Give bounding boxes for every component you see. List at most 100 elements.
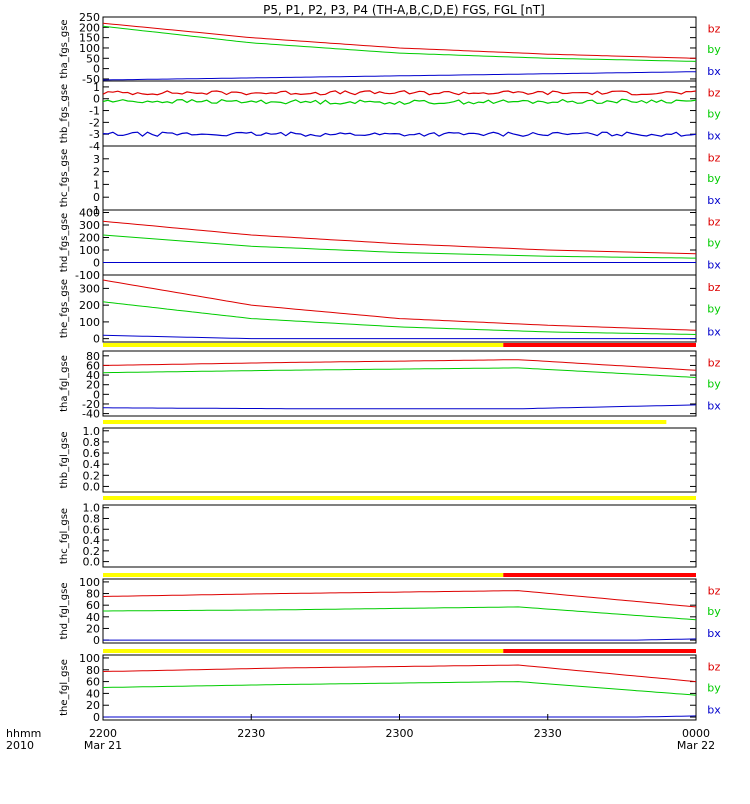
- y-tick-label: 0: [93, 63, 100, 76]
- legend-bz: bz: [708, 23, 721, 36]
- x-tick-label: 0000: [682, 727, 710, 740]
- legend-by: by: [707, 43, 721, 56]
- legend-bz: bz: [708, 281, 721, 294]
- series-group: [103, 359, 696, 410]
- status-bar-yellow: [103, 573, 504, 577]
- panel-frame: [102, 427, 697, 493]
- y-tick-label: 0.6: [83, 523, 101, 536]
- y-tick-label: 40: [86, 687, 100, 700]
- y-tick-label: 80: [86, 350, 100, 363]
- series-line-bz: [103, 90, 696, 96]
- y-tick-label: 150: [79, 32, 100, 45]
- y-tick-label: 20: [86, 379, 100, 392]
- y-tick-label: 0: [93, 634, 100, 647]
- series-line-by: [103, 367, 696, 378]
- series-line-bx: [103, 131, 696, 137]
- series-line-bz: [103, 664, 696, 683]
- y-tick-label: -1: [89, 204, 100, 217]
- legend-bx: bx: [707, 627, 721, 640]
- y-tick-label: 20: [86, 622, 100, 635]
- series-line-bx: [103, 71, 696, 81]
- y-tick-label: 0: [93, 333, 100, 346]
- panel-frame: [102, 504, 697, 568]
- legend-bx: bx: [707, 130, 721, 143]
- legend-by: by: [707, 108, 721, 121]
- y-axis-label: thb_fgs_gse: [59, 84, 70, 143]
- panel-frame: [102, 350, 697, 417]
- y-tick-label: 20: [86, 699, 100, 712]
- y-tick-label: 3: [93, 153, 100, 166]
- y-axis-label: thb_fgl_gse: [59, 432, 70, 489]
- series-line-by: [103, 98, 696, 105]
- y-tick-label: 50: [86, 52, 100, 65]
- series-line-bx: [103, 638, 696, 641]
- panel-frame: [102, 145, 697, 211]
- panel-frame: [102, 16, 697, 82]
- x-tick-label: 2330: [534, 727, 562, 740]
- legend-bz: bz: [708, 661, 721, 674]
- x-axis-stamp-label: hhmm: [6, 727, 41, 740]
- x-tick-sublabel: Mar 21: [84, 739, 122, 752]
- plot-title: P5, P1, P2, P3, P4 (TH-A,B,C,D,E) FGS, F…: [263, 3, 545, 17]
- y-tick-label: 0: [93, 711, 100, 724]
- status-bar-yellow: [103, 496, 696, 500]
- series-line-by: [103, 301, 696, 335]
- y-tick-label: -20: [82, 398, 100, 411]
- y-tick-label: 60: [86, 676, 100, 689]
- y-tick-label: 0: [93, 93, 100, 106]
- y-tick-label: 0.4: [83, 534, 101, 547]
- y-tick-label: -50: [82, 73, 100, 86]
- series-group: [103, 590, 696, 641]
- y-tick-label: 0.2: [83, 545, 101, 558]
- series-line-by: [103, 25, 696, 62]
- panel-frame: [102, 654, 697, 721]
- panel-frame: [102, 274, 697, 343]
- x-tick-sublabel: Mar 22: [677, 739, 715, 752]
- series-group: [103, 664, 696, 718]
- series-line-bz: [103, 590, 696, 608]
- y-tick-label: 100: [79, 42, 100, 55]
- y-tick-label: 1: [93, 178, 100, 191]
- y-tick-label: 250: [79, 11, 100, 24]
- x-tick-label: 2300: [386, 727, 414, 740]
- legend-by: by: [707, 605, 721, 618]
- y-tick-label: 0.2: [83, 469, 101, 482]
- y-tick-label: 0: [93, 257, 100, 270]
- y-axis-label: the_fgl_gse: [59, 659, 70, 716]
- y-tick-label: 200: [79, 21, 100, 34]
- panel-thc_fgl_gse: 1.00.80.60.40.20.0 thc_fgl_gse: [59, 502, 697, 577]
- legend-bx: bx: [707, 259, 721, 272]
- y-tick-label: -2: [89, 116, 100, 129]
- y-tick-label: 200: [79, 299, 100, 312]
- y-tick-label: 200: [79, 232, 100, 245]
- legend-by: by: [707, 172, 721, 185]
- y-tick-label: 100: [79, 244, 100, 257]
- y-tick-label: -100: [75, 269, 100, 282]
- legend-by: by: [707, 378, 721, 391]
- status-bar-red: [503, 649, 696, 653]
- series-line-by: [103, 234, 696, 259]
- legend-bx: bx: [707, 400, 721, 413]
- y-tick-label: 1: [93, 81, 100, 94]
- legend-bz: bz: [708, 357, 721, 370]
- status-bar-yellow: [103, 649, 504, 653]
- legend-bz: bz: [708, 585, 721, 598]
- series-line-bx: [103, 334, 696, 340]
- y-tick-label: 0.4: [83, 458, 101, 471]
- y-tick-label: -3: [89, 128, 100, 141]
- status-bar-yellow: [103, 343, 504, 347]
- panel-thb_fgl_gse: 1.00.80.60.40.20.0 thb_fgl_gse: [59, 425, 697, 500]
- x-axis-stamp-year: 2010: [6, 739, 34, 752]
- series-group: [103, 220, 696, 263]
- legend-bz: bz: [708, 216, 721, 229]
- series-line-bz: [103, 220, 696, 255]
- y-tick-label: 0.0: [83, 556, 101, 569]
- panel-the_fgs_gse: 300 200 100 0 the_fgs_gse bz by bx: [59, 274, 721, 347]
- panel-frame: [102, 578, 697, 644]
- series-line-bz: [103, 22, 696, 59]
- series-line-by: [103, 606, 696, 621]
